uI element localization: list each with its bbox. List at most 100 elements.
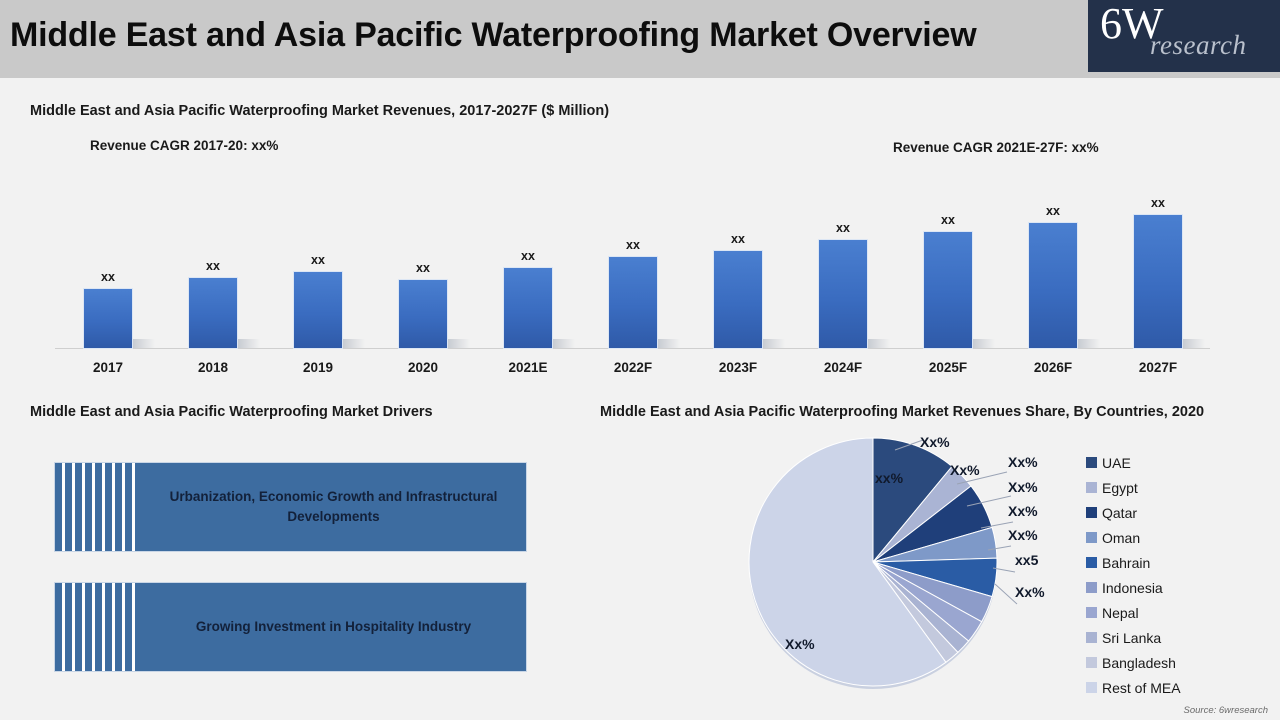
pie-leader-line bbox=[966, 495, 1012, 507]
bar-value-label: xx bbox=[311, 253, 325, 267]
pie-slice bbox=[748, 437, 947, 687]
bar-shadow bbox=[133, 339, 155, 348]
drivers-title: Middle East and Asia Pacific Waterproofi… bbox=[30, 404, 433, 420]
bar-group: xx 2027F bbox=[1105, 175, 1210, 375]
bar-value-label: xx bbox=[1046, 204, 1060, 218]
bar-group: xx 2024F bbox=[790, 175, 895, 375]
legend-swatch-icon bbox=[1086, 507, 1097, 518]
legend-item[interactable]: Bangladesh bbox=[1086, 650, 1276, 675]
legend-item[interactable]: Sri Lanka bbox=[1086, 625, 1276, 650]
page-title: Middle East and Asia Pacific Waterproofi… bbox=[10, 16, 977, 54]
pie-leader-line bbox=[956, 471, 1008, 485]
bar bbox=[293, 271, 343, 349]
bar-value-label: xx bbox=[1151, 196, 1165, 210]
legend-item[interactable]: Oman bbox=[1086, 525, 1276, 550]
legend-swatch-icon bbox=[1086, 532, 1097, 543]
bar-category-label: 2019 bbox=[302, 360, 334, 375]
pie-leader-line bbox=[980, 521, 1014, 529]
legend-label: Bangladesh bbox=[1102, 654, 1176, 671]
pie-chart-title: Middle East and Asia Pacific Waterproofi… bbox=[600, 404, 1205, 420]
pie-leader-lines bbox=[894, 439, 1018, 605]
legend-label: UAE bbox=[1102, 454, 1131, 471]
legend-item[interactable]: Qatar bbox=[1086, 500, 1276, 525]
bar-group: xx 2019 bbox=[265, 175, 370, 375]
bar-group: xx 2018 bbox=[160, 175, 265, 375]
legend-label: Oman bbox=[1102, 529, 1141, 546]
pie-slice-label: Xx% bbox=[785, 636, 815, 652]
bar bbox=[188, 277, 238, 349]
bar-category-label: 2021E bbox=[508, 360, 548, 375]
bar-category-label: 2027F bbox=[1138, 360, 1178, 375]
bar-value-label: xx bbox=[836, 221, 850, 235]
legend-swatch-icon bbox=[1086, 682, 1097, 693]
bar-value-label: xx bbox=[206, 259, 220, 273]
bar-shadow bbox=[658, 339, 680, 348]
pie-slice-label: Xx% bbox=[1008, 527, 1038, 543]
bar-shadow bbox=[973, 339, 995, 348]
driver-stripe-pattern bbox=[55, 583, 141, 671]
driver-text: Growing Investment in Hospitality Indust… bbox=[195, 619, 472, 635]
bar-value-label: xx bbox=[731, 232, 745, 246]
legend-item[interactable]: Bahrain bbox=[1086, 550, 1276, 575]
country-share-pie-chart: xx% Xx% Xx% Xx% Xx% Xx% Xx% xx5 Xx% Xx% bbox=[745, 432, 1045, 692]
bar-value-label: xx bbox=[941, 213, 955, 227]
bar-group: xx 2022F bbox=[580, 175, 685, 375]
bar-value-label: xx bbox=[416, 261, 430, 275]
pie-slice bbox=[872, 437, 953, 564]
bar-group: xx 2020 bbox=[370, 175, 475, 375]
legend-label: Bahrain bbox=[1102, 554, 1151, 571]
bar bbox=[713, 250, 763, 349]
legend-label: Indonesia bbox=[1102, 579, 1163, 596]
legend-item[interactable]: Egypt bbox=[1086, 475, 1276, 500]
bar-category-label: 2025F bbox=[928, 360, 968, 375]
bar bbox=[1028, 222, 1078, 349]
bar-category-label: 2020 bbox=[407, 360, 439, 375]
pie-leader-line bbox=[894, 439, 924, 451]
legend-item[interactable]: UAE bbox=[1086, 450, 1276, 475]
bar-value-label: xx bbox=[521, 249, 535, 263]
bar-category-label: 2017 bbox=[92, 360, 124, 375]
bar bbox=[83, 288, 133, 349]
cagr-annotation-left: Revenue CAGR 2017-20: xx% bbox=[90, 138, 279, 153]
driver-text: Urbanization, Economic Growth and Infras… bbox=[169, 489, 498, 524]
source-attribution: Source: 6wresearch bbox=[1183, 705, 1268, 716]
cagr-annotation-right: Revenue CAGR 2021E-27F: xx% bbox=[893, 140, 1099, 155]
pie-slice-inner-label: xx% bbox=[875, 470, 904, 486]
bar-shadow bbox=[1183, 339, 1205, 348]
bar-category-label: 2023F bbox=[718, 360, 758, 375]
legend-item[interactable]: Rest of MEA bbox=[1086, 675, 1276, 700]
revenue-bar-chart: xx 2017 xx 2018 xx 2019 xx 2020 xx 2021E xx 2022F xx… bbox=[55, 175, 1210, 375]
pie-slice-label: Xx% bbox=[950, 462, 980, 478]
bar-category-label: 2018 bbox=[197, 360, 229, 375]
legend-swatch-icon bbox=[1086, 607, 1097, 618]
bar bbox=[1133, 214, 1183, 349]
legend-swatch-icon bbox=[1086, 657, 1097, 668]
bar bbox=[398, 279, 448, 349]
bar bbox=[608, 256, 658, 349]
legend-item[interactable]: Nepal bbox=[1086, 600, 1276, 625]
legend-item[interactable]: Indonesia bbox=[1086, 575, 1276, 600]
driver-stripe-pattern bbox=[55, 463, 141, 551]
bar-value-label: xx bbox=[626, 238, 640, 252]
bar-shadow bbox=[343, 339, 365, 348]
pie-svg bbox=[748, 437, 998, 689]
legend-swatch-icon bbox=[1086, 557, 1097, 568]
bar-shadow bbox=[553, 339, 575, 348]
bar-chart-title: Middle East and Asia Pacific Waterproofi… bbox=[30, 103, 610, 119]
bar bbox=[923, 231, 973, 349]
driver-box: Growing Investment in Hospitality Indust… bbox=[54, 582, 527, 672]
pie-slice-label: Xx% bbox=[1008, 454, 1038, 470]
legend-swatch-icon bbox=[1086, 457, 1097, 468]
pie-slice-label: Xx% bbox=[1008, 503, 1038, 519]
pie-slice-label: Xx% bbox=[920, 434, 950, 450]
bar-group: xx 2017 bbox=[55, 175, 160, 375]
bar bbox=[818, 239, 868, 349]
bar-shadow bbox=[868, 339, 890, 348]
bar-shadow bbox=[763, 339, 785, 348]
bar-category-label: 2026F bbox=[1033, 360, 1073, 375]
legend-label: Rest of MEA bbox=[1102, 679, 1181, 696]
logo-research-text: research bbox=[1150, 30, 1247, 60]
legend-label: Nepal bbox=[1102, 604, 1139, 621]
legend-label: Sri Lanka bbox=[1102, 629, 1162, 646]
pie-slice-label: Xx% bbox=[1015, 584, 1045, 600]
